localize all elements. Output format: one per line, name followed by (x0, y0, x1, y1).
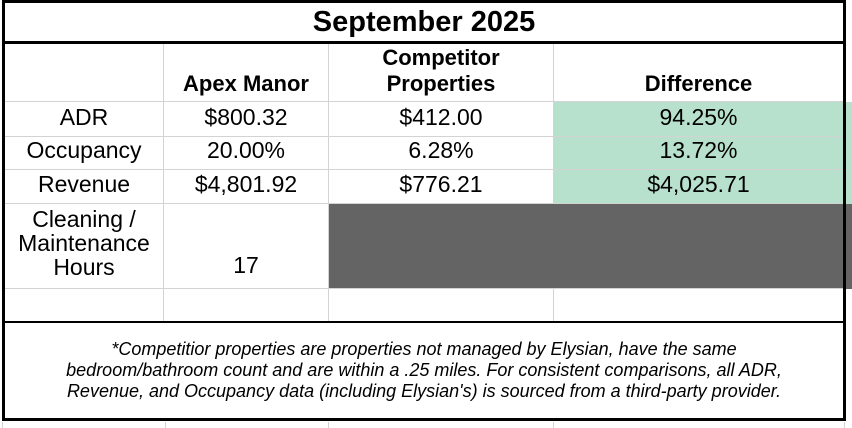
gridline (553, 422, 554, 428)
cell-occupancy-difference[interactable]: 13.72% (554, 137, 843, 170)
cell-revenue-competitor[interactable]: $776.21 (329, 170, 554, 204)
cell-revenue-difference[interactable]: $4,025.71 (554, 170, 843, 204)
footnote-text: *Competitior properties are properties n… (66, 338, 782, 402)
empty-cell[interactable] (329, 289, 554, 321)
empty-cell[interactable] (5, 289, 164, 321)
cell-cleaning-hours-label[interactable]: Cleaning / Maintenance Hours (5, 204, 164, 289)
cell-revenue-apex[interactable]: $4,801.92 (164, 170, 329, 204)
header-row-label-cell[interactable] (5, 44, 164, 102)
right-overflow-gray-strip (846, 204, 852, 289)
comparison-table: September 2025 Apex Manor Competitor Pro… (2, 0, 846, 421)
cell-occupancy-apex[interactable]: 20.00% (164, 137, 329, 170)
cell-adr-label[interactable]: ADR (5, 102, 164, 137)
header-apex-manor[interactable]: Apex Manor (164, 44, 329, 102)
cleaning-hours-label-text: Cleaning / Maintenance Hours (18, 205, 150, 280)
empty-cell[interactable] (164, 289, 329, 321)
cell-occupancy-label[interactable]: Occupancy (5, 137, 164, 170)
empty-cell[interactable] (554, 289, 843, 321)
gridline (328, 422, 329, 428)
comparison-table-grid: September 2025 Apex Manor Competitor Pro… (5, 3, 843, 418)
header-competitor-properties-label: Competitor Properties (382, 45, 500, 96)
gridline (2, 422, 3, 428)
gridline (844, 422, 845, 428)
header-difference[interactable]: Difference (554, 44, 843, 102)
cell-adr-difference[interactable]: 94.25% (554, 102, 843, 137)
footnote-cell[interactable]: *Competitior properties are properties n… (5, 321, 843, 418)
cell-cleaning-hours-apex[interactable]: 17 (164, 204, 329, 289)
right-overflow-green-strip (846, 102, 852, 204)
cell-revenue-label[interactable]: Revenue (5, 170, 164, 204)
gridline (165, 422, 166, 428)
table-title-cell[interactable]: September 2025 (5, 3, 843, 44)
cell-cleaning-hours-blocked[interactable] (329, 204, 843, 289)
cell-adr-competitor[interactable]: $412.00 (329, 102, 554, 137)
cell-occupancy-competitor[interactable]: 6.28% (329, 137, 554, 170)
header-competitor-properties[interactable]: Competitor Properties (329, 44, 554, 102)
cell-adr-apex[interactable]: $800.32 (164, 102, 329, 137)
